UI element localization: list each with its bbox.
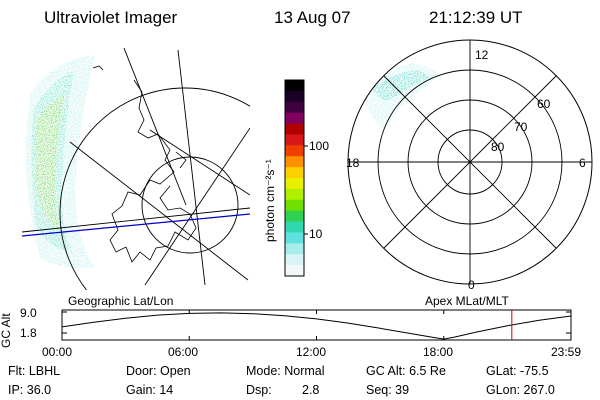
altitude-y-ticks (62, 311, 571, 334)
colorbar-swatch (285, 167, 304, 179)
time-label: 21:12:39 UT (429, 8, 523, 27)
geo-grid-lines (22, 48, 250, 290)
mlat-label-80: 80 (491, 140, 505, 154)
altitude-xtick-1200: 12:00 (296, 345, 327, 359)
colorbar-swatch (285, 232, 304, 244)
polar-auroral-emission (362, 63, 440, 130)
polar-outer-circle (347, 39, 593, 285)
altitude-series-line (61, 312, 572, 340)
altitude-x-ticks (61, 310, 572, 340)
colorbar (284, 79, 305, 277)
altitude-y-axis-label: GC Alt (0, 313, 13, 348)
colorbar-ticks (304, 145, 308, 235)
altitude-plot-frame (61, 309, 572, 341)
mlat-label-60: 60 (537, 97, 551, 111)
info-seq: Seq: 39 (366, 383, 410, 397)
info-dsp-value: 2.8 (302, 383, 320, 397)
colorbar-swatch (285, 243, 304, 255)
polar-map (347, 39, 593, 285)
colorbar-tick-10: 10 (309, 227, 323, 241)
mlt-label-0: 0 (468, 278, 475, 292)
colorbar-swatch (285, 123, 304, 136)
colorbar-swatch (285, 90, 304, 103)
altitude-xtick-0000: 00:00 (42, 345, 73, 359)
colorbar-swatch (285, 221, 304, 234)
info-glat: GLat: -75.5 (486, 364, 549, 378)
colorbar-unit-label: photon cm⁻²s⁻¹ (263, 159, 277, 242)
altitude-chart (61, 309, 572, 341)
info-door: Door: Open (126, 364, 191, 378)
date-label: 13 Aug 07 (274, 8, 351, 27)
colorbar-swatch (285, 156, 304, 168)
altitude-xtick-0600: 06:00 (168, 345, 199, 359)
altitude-ytick-1-8: 1.8 (20, 326, 37, 340)
geographic-map (22, 48, 250, 290)
colorbar-swatch (285, 101, 304, 114)
colorbar-swatch (285, 145, 304, 157)
altitude-xtick-1800: 18:00 (423, 345, 454, 359)
altitude-xtick-2359: 23:59 (551, 345, 582, 359)
info-gain: Gain: 14 (126, 383, 174, 397)
colorbar-swatch (285, 254, 304, 266)
info-dsp-label: Dsp: (246, 383, 272, 397)
mlt-label-18: 18 (346, 156, 360, 170)
colorbar-swatch (285, 112, 304, 125)
colorbar-frame (284, 79, 305, 277)
colorbar-swatch (285, 80, 304, 92)
colorbar-swatch (285, 188, 304, 201)
polar-panel-label: Apex MLat/MLT (425, 294, 509, 308)
info-gcalt: GC Alt: 6.5 Re (366, 364, 446, 378)
altitude-ytick-9: 9.0 (20, 306, 37, 320)
colorbar-swatch (285, 265, 304, 277)
instrument-title: Ultraviolet Imager (44, 8, 178, 27)
colorbar-tick-100: 100 (309, 139, 330, 153)
colorbar-swatch (285, 210, 304, 223)
info-mode: Mode: Normal (246, 364, 325, 378)
polar-grid-lines (348, 40, 592, 284)
geo-coastline (92, 65, 197, 263)
mlt-label-12: 12 (475, 48, 489, 62)
colorbar-swatch (285, 178, 304, 190)
info-glon: GLon: 267.0 (486, 383, 555, 397)
info-flt: Flt: LBHL (8, 364, 61, 378)
mlat-label-70: 70 (514, 120, 528, 134)
info-ip: IP: 36.0 (8, 383, 52, 397)
geo-panel-label: Geographic Lat/Lon (68, 294, 174, 308)
geo-satellite-track (22, 213, 250, 237)
mlt-label-6: 6 (579, 156, 586, 170)
colorbar-swatch (285, 199, 304, 212)
geo-auroral-emission (25, 55, 95, 269)
colorbar-swatch (285, 134, 304, 146)
